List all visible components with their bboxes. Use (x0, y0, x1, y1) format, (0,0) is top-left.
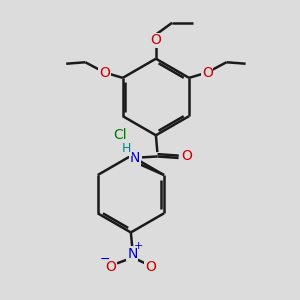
Text: O: O (182, 149, 192, 164)
Text: +: + (134, 241, 143, 251)
Text: −: − (99, 253, 110, 266)
Text: H: H (122, 142, 131, 155)
Text: N: N (130, 151, 140, 165)
Text: O: O (99, 66, 110, 80)
Text: O: O (151, 34, 161, 47)
Text: O: O (106, 260, 117, 274)
Text: Cl: Cl (114, 128, 128, 142)
Text: O: O (202, 66, 213, 80)
Text: N: N (127, 247, 137, 261)
Text: O: O (145, 260, 156, 274)
